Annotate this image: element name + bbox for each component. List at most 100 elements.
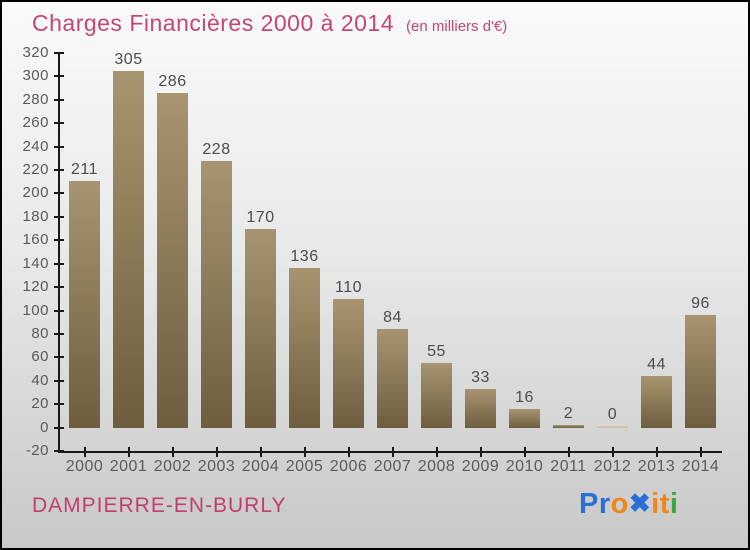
y-axis-tick	[54, 332, 64, 335]
x-axis-tick	[699, 447, 702, 457]
y-axis-tick-label: 240	[22, 137, 49, 155]
x-axis-tick	[347, 447, 350, 457]
bar-value-label: 0	[607, 405, 618, 423]
logo-letter: i	[669, 488, 679, 520]
x-axis-tick-label: 2006	[329, 458, 368, 475]
x-axis-tick	[479, 447, 482, 457]
y-axis-tick	[54, 145, 64, 148]
logo-letter: t	[659, 488, 670, 520]
bar	[509, 408, 540, 428]
bar-value-label: 211	[70, 160, 98, 178]
bar	[113, 70, 144, 428]
logo-x-mark-icon: ✖	[628, 488, 652, 518]
bar	[289, 268, 320, 428]
x-axis-tick-label: 2010	[505, 458, 544, 475]
x-axis-tick	[215, 447, 218, 457]
bar-value-label: 170	[246, 208, 275, 226]
y-axis-tick	[54, 192, 64, 195]
bar-value-label: 286	[158, 72, 187, 90]
y-axis-tick-label: 40	[31, 371, 49, 389]
logo-letter: P	[579, 488, 599, 520]
bar-value-label: 110	[334, 278, 362, 296]
x-axis-tick-label: 2007	[373, 458, 412, 475]
x-axis-tick-label: 2005	[285, 458, 324, 475]
chart-subtitle: (en milliers d'€)	[406, 18, 508, 35]
x-axis-tick	[127, 447, 130, 457]
proxiti-logo: Pro✖iti	[579, 488, 678, 521]
x-axis-tick	[83, 447, 86, 457]
y-axis-tick-label: 140	[22, 254, 49, 272]
bar	[553, 425, 584, 428]
y-axis-tick-label: 220	[22, 161, 49, 179]
bar-value-label: 228	[202, 140, 231, 158]
logo-letter: o	[610, 488, 629, 520]
y-axis-tick	[54, 169, 64, 172]
y-axis-tick	[54, 215, 64, 218]
y-axis-tick-label: 120	[22, 278, 49, 296]
y-axis-tick-label: 20	[31, 395, 49, 413]
bar-value-label: 2	[563, 405, 574, 423]
x-axis-tick-label: 2009	[461, 458, 500, 475]
y-axis-tick	[54, 356, 64, 359]
bar	[157, 92, 188, 428]
y-axis-tick-label: 320	[22, 44, 49, 61]
y-axis-tick-label: 200	[22, 184, 49, 202]
bar-value-label: 55	[427, 343, 446, 361]
y-axis-tick-label: 80	[31, 324, 49, 342]
x-axis-tick-label: 2002	[153, 458, 192, 475]
bar	[685, 315, 716, 428]
x-axis-tick	[523, 447, 526, 457]
y-axis-tick-label: 260	[22, 114, 49, 132]
y-axis-tick	[54, 379, 64, 382]
location-label: DAMPIERRE-EN-BURLY	[32, 494, 287, 517]
bar-value-label: 16	[515, 388, 534, 406]
x-axis-tick	[611, 447, 614, 457]
y-axis-tick-label: -20	[25, 442, 49, 459]
logo-letter: i	[651, 488, 660, 520]
bar	[245, 228, 276, 428]
y-axis-tick	[54, 403, 64, 406]
bar	[201, 160, 232, 428]
x-axis-tick-label: 2003	[197, 458, 236, 475]
bar-value-label: 33	[471, 368, 490, 386]
bar	[421, 363, 452, 428]
x-axis-tick-label: 2013	[637, 458, 676, 475]
x-axis-tick-label: 2012	[593, 458, 632, 475]
x-axis-tick-label: 2001	[109, 458, 148, 475]
x-axis-tick	[567, 447, 570, 457]
bar-value-label: 44	[647, 356, 666, 374]
bar-value-label: 136	[290, 248, 319, 266]
bar-value-label: 305	[114, 50, 143, 68]
bar	[377, 329, 408, 428]
bar-chart-plot: 320 300 280 260 240 220 200 180 160 140 120 100 80 60…	[22, 44, 722, 475]
x-axis-tick	[303, 447, 306, 457]
x-axis-tick-label: 2004	[241, 458, 280, 475]
y-axis-tick-label: 180	[22, 207, 49, 225]
y-axis	[58, 53, 60, 453]
y-axis-tick	[54, 75, 64, 78]
y-axis-tick	[54, 309, 64, 312]
y-axis-tick	[54, 52, 64, 54]
x-axis-tick	[655, 447, 658, 457]
x-axis-tick	[391, 447, 394, 457]
bar-value-label: 84	[383, 309, 402, 327]
bar	[641, 376, 672, 428]
x-axis-tick	[259, 447, 262, 457]
x-axis-tick-label: 2008	[417, 458, 456, 475]
bar	[333, 298, 364, 428]
x-axis-tick	[435, 447, 438, 457]
x-axis-tick	[171, 447, 174, 457]
x-axis-tick-label: 2011	[550, 458, 587, 475]
logo-letter: r	[598, 488, 611, 520]
chart-header: Charges Financières 2000 à 2014 (en milli…	[32, 10, 507, 37]
y-axis-tick	[54, 286, 64, 289]
chart-title: Charges Financières 2000 à 2014	[32, 10, 395, 36]
bar	[69, 180, 100, 428]
x-axis-tick-label: 2000	[65, 458, 104, 475]
y-axis-tick	[54, 426, 64, 429]
y-axis-tick	[54, 450, 64, 452]
y-axis-tick-label: 100	[22, 301, 49, 319]
y-axis-tick-label: 0	[40, 418, 49, 436]
y-axis-tick-label: 160	[22, 231, 49, 249]
